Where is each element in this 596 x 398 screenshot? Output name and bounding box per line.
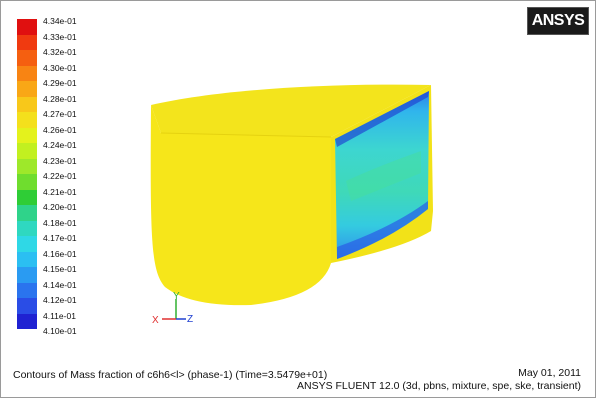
legend-tick-label: 4.29e-01 bbox=[43, 78, 77, 88]
axis-triad: Y X Z bbox=[152, 291, 193, 326]
legend-tick-label: 4.12e-01 bbox=[43, 295, 77, 305]
legend-swatch bbox=[17, 112, 37, 128]
legend-swatch bbox=[17, 158, 37, 174]
legend-tick-label: 4.33e-01 bbox=[43, 31, 77, 42]
legend-swatch bbox=[17, 313, 37, 329]
legend-swatch bbox=[17, 220, 37, 236]
legend-tick-label: 4.22e-01 bbox=[43, 171, 77, 181]
legend-swatch bbox=[17, 65, 37, 81]
geometry-body bbox=[150, 105, 331, 306]
geometry-top-face bbox=[151, 84, 431, 137]
legend-tick-label: 4.21e-01 bbox=[43, 186, 77, 197]
ansys-logo: ANSYS bbox=[527, 7, 589, 35]
legend-tick-label: 4.27e-01 bbox=[43, 109, 77, 119]
footer-solver-info: ANSYS FLUENT 12.0 (3d, pbns, mixture, sp… bbox=[296, 380, 581, 392]
legend-swatch bbox=[17, 19, 37, 35]
legend-tick-label: 4.15e-01 bbox=[43, 264, 77, 274]
legend-tick-label: 4.28e-01 bbox=[43, 93, 77, 104]
legend-swatch bbox=[17, 189, 37, 205]
legend-swatch bbox=[17, 174, 37, 190]
legend-tick-label: 4.10e-01 bbox=[43, 326, 77, 336]
legend-swatch bbox=[17, 251, 37, 267]
legend-tick-label: 4.32e-01 bbox=[43, 47, 77, 57]
legend-swatch bbox=[17, 205, 37, 221]
legend-tick-label: 4.14e-01 bbox=[43, 279, 77, 290]
legend-swatch bbox=[17, 96, 37, 112]
contour-viewport[interactable]: 4.34e-01 4.33e-01 4.32e-01 4.30e-01 4.29e-01… bbox=[1, 1, 595, 351]
legend-swatch bbox=[17, 143, 37, 159]
legend-tick-label: 4.23e-01 bbox=[43, 155, 77, 166]
legend-swatch bbox=[17, 236, 37, 252]
legend-tick-label: 4.30e-01 bbox=[43, 62, 77, 73]
colormap-legend: 4.34e-01 4.33e-01 4.32e-01 4.30e-01 4.29e-01… bbox=[17, 16, 127, 339]
legend-swatch bbox=[17, 34, 37, 50]
triad-x-label: X bbox=[152, 315, 159, 326]
footer-date: May 01, 2011 bbox=[518, 367, 581, 379]
legend-swatch bbox=[17, 81, 37, 97]
triad-y-label: Y bbox=[173, 291, 180, 302]
legend-swatch bbox=[17, 267, 37, 283]
legend-tick-label: 4.20e-01 bbox=[43, 202, 77, 212]
contour-caption: Contours of Mass fraction of c6h6<l> (ph… bbox=[13, 369, 328, 381]
legend-tick-label: 4.16e-01 bbox=[43, 248, 77, 259]
legend-tick-label: 4.17e-01 bbox=[43, 233, 77, 243]
legend-swatch bbox=[17, 50, 37, 66]
legend-tick-label: 4.34e-01 bbox=[43, 16, 77, 26]
legend-tick-label: 4.18e-01 bbox=[43, 217, 77, 228]
triad-z-label: Z bbox=[187, 314, 193, 325]
legend-tick-label: 4.11e-01 bbox=[43, 310, 76, 321]
legend-swatch bbox=[17, 298, 37, 314]
legend-tick-label: 4.26e-01 bbox=[43, 124, 77, 135]
legend-swatch bbox=[17, 127, 37, 143]
contour-geometry bbox=[150, 84, 433, 306]
legend-tick-label: 4.24e-01 bbox=[43, 140, 77, 150]
legend-swatch bbox=[17, 282, 37, 298]
